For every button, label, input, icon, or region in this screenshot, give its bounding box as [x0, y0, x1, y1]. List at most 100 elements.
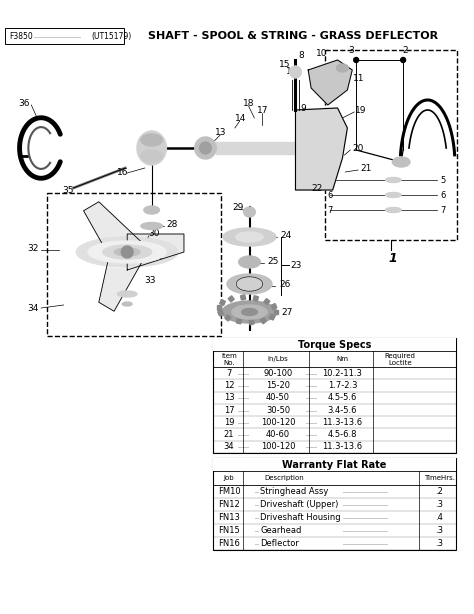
Text: 3.4-5.6: 3.4-5.6: [328, 405, 357, 414]
Text: 40-60: 40-60: [266, 430, 290, 439]
Text: 15-20: 15-20: [266, 381, 290, 390]
Text: 27: 27: [282, 308, 293, 316]
Bar: [260, 317, 266, 324]
Ellipse shape: [195, 137, 216, 159]
Polygon shape: [127, 234, 184, 270]
Ellipse shape: [236, 232, 263, 242]
Ellipse shape: [232, 305, 267, 319]
Text: .......................: .......................: [342, 515, 388, 520]
Text: FN16: FN16: [218, 539, 240, 548]
Text: Warranty Flat Rate: Warranty Flat Rate: [283, 459, 387, 470]
Text: 5: 5: [328, 176, 333, 184]
Text: ........................: ........................: [33, 34, 81, 39]
Text: 13: 13: [224, 393, 234, 402]
Polygon shape: [83, 202, 143, 261]
Text: ......: ......: [305, 420, 317, 425]
Text: 100-120: 100-120: [261, 442, 295, 451]
Bar: [47, 193, 221, 336]
Text: FM10: FM10: [218, 487, 240, 496]
Text: 34: 34: [224, 442, 234, 451]
Bar: [228, 296, 234, 302]
Text: 26: 26: [279, 279, 290, 289]
Text: 34: 34: [28, 303, 39, 313]
Text: 36: 36: [18, 98, 29, 107]
Text: ..: ..: [255, 515, 261, 520]
Text: 18: 18: [243, 98, 254, 107]
Text: 32: 32: [28, 244, 39, 252]
Text: 7: 7: [226, 368, 232, 378]
Text: 6: 6: [440, 190, 446, 200]
Bar: [269, 314, 275, 320]
Text: Loctite: Loctite: [388, 360, 412, 366]
Text: 20: 20: [352, 144, 364, 152]
Text: ......: ......: [305, 445, 317, 449]
Text: 13: 13: [215, 128, 227, 136]
Text: .2: .2: [436, 487, 443, 496]
Text: .......................: .......................: [342, 528, 388, 533]
Text: 11.3-13.6: 11.3-13.6: [322, 442, 363, 451]
Text: ......: ......: [305, 383, 317, 388]
Text: 10: 10: [316, 49, 328, 58]
Ellipse shape: [227, 274, 272, 294]
Ellipse shape: [141, 222, 163, 230]
Bar: [325, 50, 457, 240]
Bar: [237, 319, 241, 324]
Text: 23: 23: [291, 260, 302, 270]
Ellipse shape: [144, 206, 159, 214]
Text: SHAFT - SPOOL & STRING - GRASS DEFLECTOR: SHAFT - SPOOL & STRING - GRASS DEFLECTOR: [148, 31, 438, 41]
Text: 4: 4: [314, 125, 320, 134]
Ellipse shape: [200, 142, 211, 154]
Ellipse shape: [244, 207, 255, 217]
Text: 17: 17: [224, 405, 234, 414]
Text: 8: 8: [299, 50, 304, 60]
Text: 6: 6: [328, 190, 333, 200]
Ellipse shape: [122, 302, 132, 306]
Text: 29: 29: [232, 203, 243, 211]
Text: Torque Specs: Torque Specs: [298, 340, 371, 349]
Text: 9: 9: [301, 104, 306, 112]
Ellipse shape: [88, 241, 166, 263]
Ellipse shape: [236, 278, 263, 290]
Text: 30: 30: [149, 228, 160, 238]
Text: 40-50: 40-50: [266, 393, 290, 402]
Text: 1.7-2.3: 1.7-2.3: [328, 381, 357, 390]
Text: ......: ......: [237, 432, 250, 437]
Bar: [213, 338, 456, 453]
Ellipse shape: [137, 131, 166, 165]
Text: 7: 7: [440, 206, 446, 214]
Text: 22: 22: [311, 184, 322, 193]
Text: 14: 14: [235, 114, 246, 123]
Text: Nm: Nm: [337, 356, 348, 362]
Text: Stringhead Assy: Stringhead Assy: [260, 487, 328, 496]
Ellipse shape: [239, 256, 260, 268]
Ellipse shape: [337, 64, 348, 72]
Ellipse shape: [392, 157, 410, 167]
Text: .......................: .......................: [342, 489, 388, 494]
Bar: [213, 458, 456, 550]
Ellipse shape: [115, 248, 140, 256]
Text: ..: ..: [255, 541, 261, 546]
Ellipse shape: [223, 228, 276, 246]
Text: Driveshaft (Upper): Driveshaft (Upper): [260, 500, 338, 509]
Text: ......: ......: [237, 408, 250, 413]
Text: 15: 15: [279, 60, 291, 69]
Text: FN12: FN12: [218, 500, 240, 509]
Text: FN13: FN13: [218, 513, 240, 522]
Bar: [253, 296, 258, 301]
Text: In/Lbs: In/Lbs: [267, 356, 288, 362]
Text: 12: 12: [286, 66, 297, 76]
Text: 33: 33: [144, 276, 155, 284]
Polygon shape: [295, 108, 347, 190]
Bar: [218, 310, 224, 316]
Text: .3: .3: [435, 539, 443, 548]
Ellipse shape: [242, 308, 257, 316]
Ellipse shape: [222, 301, 277, 323]
Text: 24: 24: [281, 230, 292, 239]
Text: ......: ......: [305, 408, 317, 413]
Text: .......................: .......................: [342, 541, 388, 546]
Text: ......: ......: [237, 445, 250, 449]
Text: 11: 11: [353, 74, 365, 82]
Text: 4.5-6.8: 4.5-6.8: [328, 430, 357, 439]
Text: ......: ......: [305, 395, 317, 400]
Bar: [264, 298, 270, 305]
